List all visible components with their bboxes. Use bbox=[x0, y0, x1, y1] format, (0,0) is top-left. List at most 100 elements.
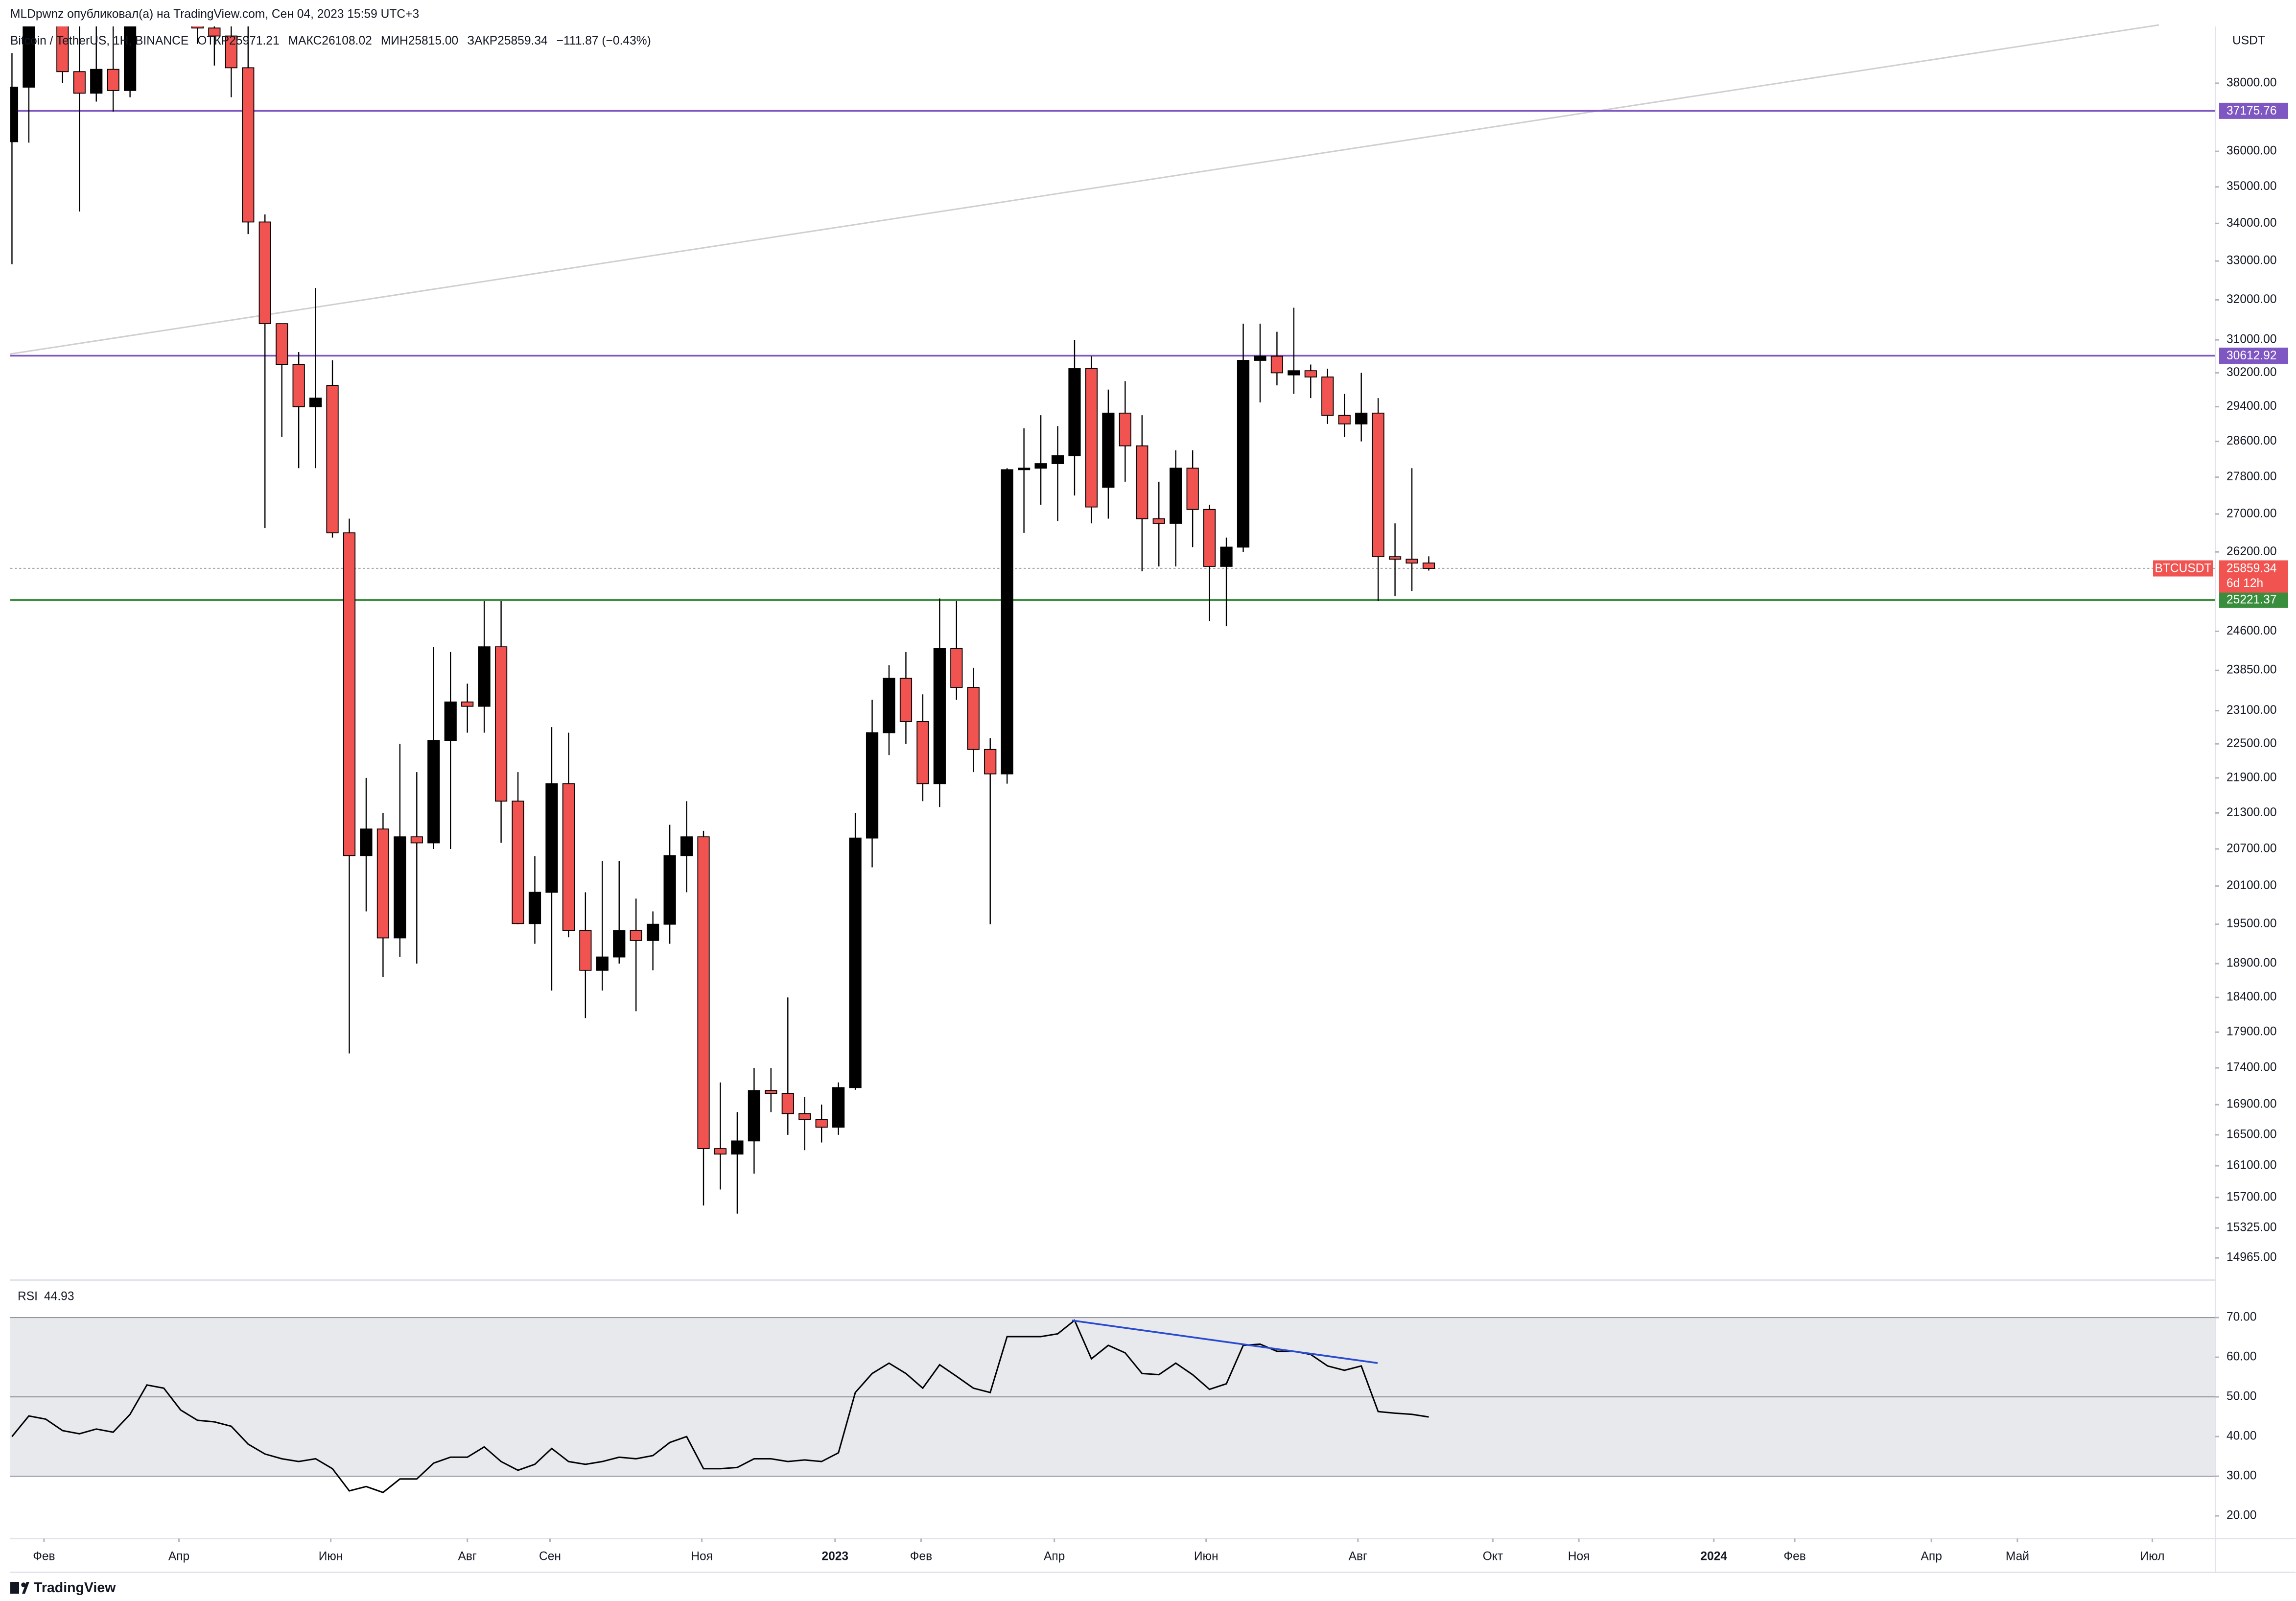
candle-body bbox=[1355, 412, 1368, 424]
candle-body bbox=[1270, 355, 1284, 374]
y-tick-label: 20700.00 bbox=[2226, 842, 2277, 855]
candle-body bbox=[1422, 562, 1435, 569]
x-tick-label: Июл bbox=[2140, 1550, 2165, 1563]
candle-body bbox=[360, 828, 373, 856]
candle-body bbox=[292, 364, 305, 407]
y-tick-label: 22500.00 bbox=[2226, 737, 2277, 750]
brand-logo bbox=[10, 1582, 30, 1594]
candle-body bbox=[1068, 368, 1081, 456]
x-tick-label: Фев bbox=[1783, 1550, 1805, 1563]
candle-body bbox=[1170, 468, 1182, 524]
candle-body bbox=[832, 1087, 845, 1128]
price-pane bbox=[10, 26, 2215, 1214]
y-tick-label: 40.00 bbox=[2226, 1430, 2257, 1443]
legend-value: 25971.21 bbox=[229, 34, 280, 47]
candle-body bbox=[444, 701, 457, 741]
rsi-line bbox=[11, 1319, 1429, 1494]
legend-value: 26108.02 bbox=[322, 34, 372, 47]
candle-body bbox=[1034, 463, 1047, 469]
candle-body bbox=[916, 721, 929, 784]
candle-body bbox=[528, 892, 541, 924]
candle-body bbox=[1388, 556, 1402, 560]
y-tick-label: 17900.00 bbox=[2226, 1025, 2277, 1038]
x-tick-label: Апр bbox=[1044, 1550, 1065, 1563]
y-tick-label: 31000.00 bbox=[2226, 333, 2277, 346]
candle-body bbox=[1119, 412, 1131, 447]
candle-body bbox=[984, 749, 997, 775]
candle-body bbox=[1304, 370, 1317, 377]
candle-body bbox=[781, 1093, 794, 1114]
candle-body bbox=[1220, 546, 1233, 567]
candle-body bbox=[90, 69, 103, 94]
candle-body bbox=[967, 687, 980, 750]
y-tick-label: 35000.00 bbox=[2226, 180, 2277, 193]
candle-body bbox=[1136, 445, 1148, 519]
candle-body bbox=[1288, 370, 1300, 376]
y-tick-label: 15700.00 bbox=[2226, 1190, 2277, 1203]
candle-body bbox=[663, 855, 676, 925]
candle-body bbox=[933, 648, 946, 784]
y-tick-label: 36000.00 bbox=[2226, 144, 2277, 158]
symbol-name: Bitcoin / TetherUS, 1Н, BINANCE bbox=[10, 34, 188, 47]
x-tick-label: 2023 bbox=[821, 1550, 848, 1563]
y-tick-label: 18900.00 bbox=[2226, 957, 2277, 970]
y-tick-label: 19500.00 bbox=[2226, 917, 2277, 930]
y-tick-label: 27800.00 bbox=[2226, 470, 2277, 483]
price-label: 25859.34 bbox=[2226, 562, 2277, 575]
candle-body bbox=[225, 35, 237, 69]
candle-body bbox=[714, 1148, 727, 1155]
change: −111.87 (−0.43%) bbox=[557, 34, 651, 47]
x-tick-label: Авг bbox=[1349, 1550, 1367, 1563]
candle-body bbox=[545, 783, 558, 893]
trend-line bbox=[10, 24, 2159, 355]
candle-body bbox=[1152, 518, 1165, 524]
candle-body bbox=[680, 836, 693, 856]
candle-body bbox=[512, 800, 524, 924]
x-tick-label: Ноя bbox=[691, 1550, 713, 1563]
candle-body bbox=[1001, 469, 1013, 775]
candle-body bbox=[899, 678, 913, 722]
y-tick-label: 29400.00 bbox=[2226, 400, 2277, 413]
candle-body bbox=[258, 221, 271, 325]
y-tick-label: 70.00 bbox=[2226, 1311, 2257, 1324]
candle-body bbox=[1321, 377, 1334, 416]
y-tick-label: 18400.00 bbox=[2226, 990, 2277, 1004]
x-tick-label: Май bbox=[2006, 1550, 2029, 1563]
price-label-bg bbox=[2219, 560, 2289, 593]
candle-body bbox=[1051, 455, 1064, 464]
y-tick-label: 14965.00 bbox=[2226, 1251, 2277, 1264]
candle-body bbox=[1102, 412, 1115, 488]
candle-body bbox=[1254, 355, 1266, 361]
y-tick-label: 21300.00 bbox=[2226, 806, 2277, 819]
y-tick-label: 23850.00 bbox=[2226, 663, 2277, 677]
level-label: 37175.76 bbox=[2226, 104, 2277, 118]
countdown: 6d 12h bbox=[2226, 577, 2263, 590]
legend-label: ОТКР bbox=[197, 34, 229, 47]
y-tick-label: 21900.00 bbox=[2226, 771, 2277, 784]
y-tick-label: 34000.00 bbox=[2226, 216, 2277, 230]
y-tick-label: 17400.00 bbox=[2226, 1061, 2277, 1074]
y-tick-label: 16500.00 bbox=[2226, 1128, 2277, 1141]
legend-value: 25815.00 bbox=[408, 34, 459, 47]
y-tick-label: 24600.00 bbox=[2226, 624, 2277, 637]
y-tick-label: 16100.00 bbox=[2226, 1159, 2277, 1172]
publisher: MLDpwnz опубликовал(а) на TradingView.co… bbox=[10, 8, 419, 21]
candle-body bbox=[1203, 509, 1216, 567]
candle-body bbox=[1186, 468, 1199, 510]
x-tick-label: Июн bbox=[1194, 1550, 1218, 1563]
candle-body bbox=[309, 398, 322, 407]
candle-body bbox=[579, 930, 592, 971]
y-tick-label: 15325.00 bbox=[2226, 1221, 2277, 1234]
y-tick-label: 50.00 bbox=[2226, 1390, 2257, 1403]
x-tick-label: Сен bbox=[539, 1550, 561, 1563]
candle-body bbox=[124, 26, 137, 91]
y-tick-label: 20.00 bbox=[2226, 1509, 2257, 1522]
candle-body bbox=[731, 1140, 744, 1155]
candle-body bbox=[494, 646, 508, 802]
x-tick-label: Апр bbox=[168, 1550, 189, 1563]
x-tick-label: Фев bbox=[910, 1550, 932, 1563]
candle-body bbox=[208, 27, 221, 37]
y-tick-label: 30200.00 bbox=[2226, 366, 2277, 379]
level-label-bg bbox=[2219, 102, 2289, 119]
